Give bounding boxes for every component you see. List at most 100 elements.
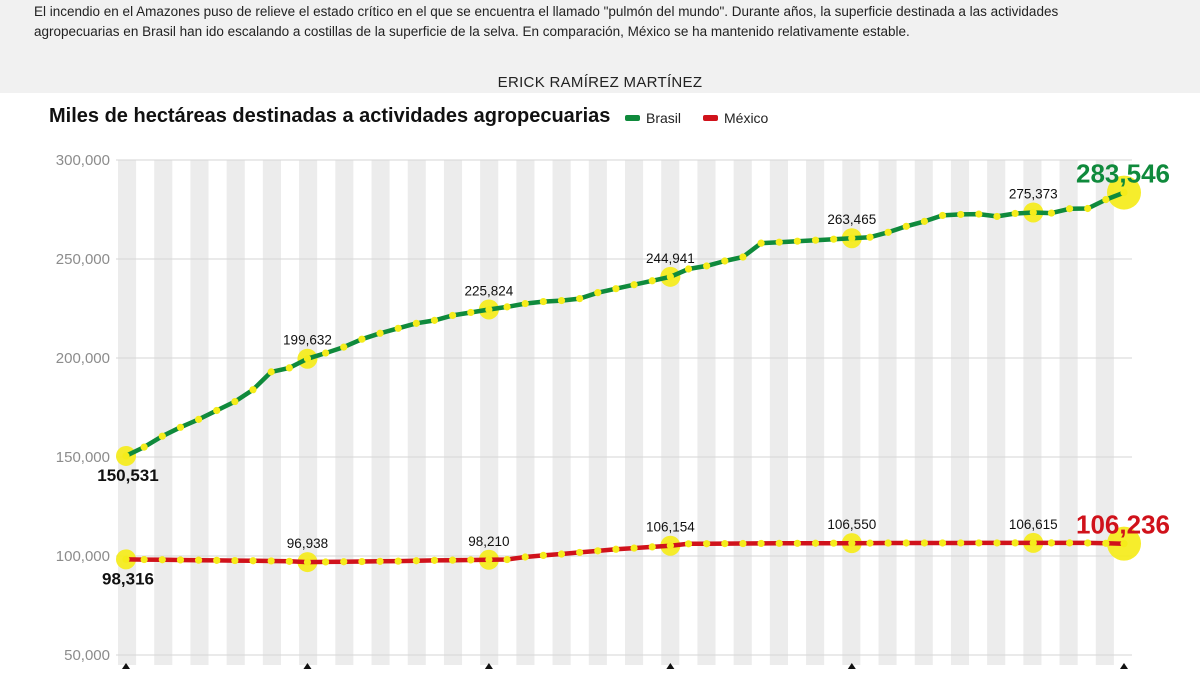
data-point	[703, 262, 711, 270]
data-point	[539, 297, 547, 306]
data-point	[576, 295, 584, 303]
data-point	[866, 233, 874, 241]
data-label: 263,465	[827, 212, 876, 227]
data-label: 106,236	[1076, 510, 1170, 540]
data-label: 225,824	[465, 283, 514, 298]
data-point	[612, 285, 620, 293]
data-point	[503, 303, 511, 311]
data-point	[412, 319, 420, 327]
data-point	[757, 539, 765, 548]
data-point	[666, 542, 674, 550]
data-point	[376, 557, 384, 565]
data-point	[648, 277, 656, 285]
intro-band	[0, 0, 1200, 83]
data-point	[521, 553, 529, 561]
data-point	[884, 228, 892, 236]
background-stripe	[371, 160, 390, 665]
background-stripe	[806, 160, 825, 665]
data-point	[557, 550, 566, 558]
background-stripe	[480, 160, 499, 665]
data-point	[285, 557, 293, 565]
background-stripe	[443, 160, 463, 665]
x-axis-marker	[303, 663, 312, 669]
data-point	[1084, 204, 1092, 213]
background-stripe	[769, 160, 788, 665]
data-point	[811, 236, 820, 244]
data-point	[1047, 209, 1056, 217]
data-label: 244,941	[646, 251, 695, 266]
background-stripe	[625, 160, 644, 665]
background-stripe	[154, 160, 173, 665]
data-point	[938, 539, 947, 547]
data-point	[630, 544, 638, 552]
data-label: 106,550	[827, 517, 876, 532]
data-point	[213, 406, 221, 415]
data-point	[848, 539, 856, 547]
background-stripe	[697, 160, 716, 665]
data-point	[267, 368, 275, 376]
data-point	[1065, 205, 1074, 213]
data-point	[1029, 208, 1037, 217]
chart-title: Miles de hectáreas destinadas a activida…	[49, 105, 611, 127]
background-stripe	[1023, 160, 1042, 665]
data-label: 98,316	[102, 569, 154, 588]
data-point	[993, 212, 1001, 221]
data-point	[394, 557, 402, 565]
data-point	[576, 548, 584, 557]
data-point	[920, 539, 929, 547]
legend-swatch-brasil	[625, 115, 640, 121]
data-point	[140, 443, 148, 451]
data-point	[703, 540, 711, 548]
background-stripe	[914, 160, 933, 665]
data-point	[721, 257, 729, 265]
data-point	[830, 235, 838, 243]
data-point	[303, 355, 312, 363]
data-point	[594, 289, 602, 297]
data-point	[485, 305, 493, 314]
legend-label-brasil: Brasil	[646, 110, 682, 126]
data-point	[176, 556, 185, 564]
legend-item-mexico: México	[703, 110, 768, 126]
data-point	[1102, 539, 1110, 547]
data-label: 96,938	[287, 536, 328, 551]
data-point	[430, 316, 439, 324]
intro-text: El incendio en el Amazones puso de relie…	[34, 4, 1059, 39]
y-tick-label: 50,000	[64, 647, 110, 664]
background-stripe	[661, 160, 680, 665]
data-point	[394, 324, 402, 332]
y-tick-label: 100,000	[56, 548, 110, 565]
data-point	[249, 386, 257, 394]
background-stripe	[588, 160, 607, 665]
data-label: 275,373	[1009, 186, 1058, 201]
data-point	[376, 329, 384, 337]
data-point	[666, 273, 674, 281]
background-stripe	[190, 160, 209, 665]
data-point	[557, 296, 566, 305]
x-axis-marker	[122, 663, 130, 669]
data-point	[721, 540, 729, 548]
data-point	[485, 556, 493, 564]
data-point	[975, 210, 983, 218]
data-label: 106,154	[646, 520, 695, 535]
x-axis-marker	[666, 663, 675, 669]
background-stripe	[226, 160, 245, 665]
data-point	[213, 556, 221, 564]
data-point	[811, 539, 820, 547]
data-point	[757, 239, 765, 247]
data-point	[1084, 539, 1092, 547]
background-stripe	[1095, 160, 1114, 665]
data-point	[122, 452, 130, 460]
author-byline: ERICK RAMÍREZ MARTÍNEZ	[0, 73, 1200, 93]
data-point	[1120, 188, 1128, 197]
y-tick-label: 200,000	[56, 350, 110, 367]
x-axis-marker	[1120, 663, 1128, 669]
data-point	[1029, 539, 1037, 547]
data-point	[539, 551, 547, 560]
legend-swatch-mexico	[703, 115, 718, 121]
background-stripe	[335, 160, 354, 665]
data-point	[322, 349, 330, 357]
data-point	[648, 543, 656, 551]
background-stripe	[299, 160, 318, 665]
x-axis-marker	[484, 663, 493, 669]
